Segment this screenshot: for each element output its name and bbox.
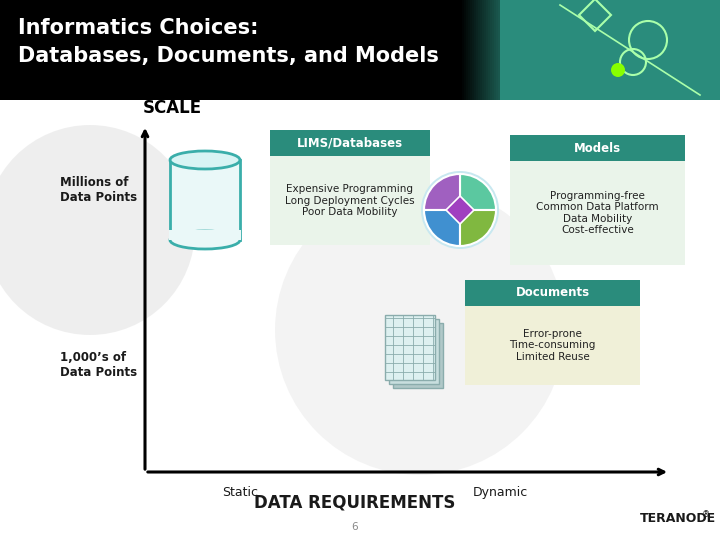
Text: Dynamic: Dynamic bbox=[472, 486, 528, 499]
Text: Databases, Documents, and Models: Databases, Documents, and Models bbox=[18, 46, 439, 66]
Ellipse shape bbox=[170, 151, 240, 169]
Bar bbox=[270, 130, 430, 156]
Text: Models: Models bbox=[574, 141, 621, 154]
Bar bbox=[0, 100, 720, 485]
Text: TERANODE: TERANODE bbox=[640, 511, 716, 524]
Bar bbox=[480, 0, 482, 100]
Circle shape bbox=[275, 185, 565, 475]
Bar bbox=[510, 135, 685, 161]
Bar bbox=[270, 156, 430, 245]
Bar bbox=[472, 0, 474, 100]
Bar bbox=[484, 0, 486, 100]
Bar bbox=[498, 0, 500, 100]
Bar bbox=[504, 0, 506, 100]
Bar bbox=[516, 0, 518, 100]
Bar bbox=[500, 0, 502, 100]
Text: Expensive Programming
Long Deployment Cycles
Poor Data Mobility: Expensive Programming Long Deployment Cy… bbox=[285, 184, 415, 217]
Ellipse shape bbox=[170, 231, 240, 249]
Bar bbox=[465, 306, 640, 385]
Polygon shape bbox=[446, 196, 474, 224]
Bar bbox=[169, 230, 241, 240]
Circle shape bbox=[421, 171, 499, 249]
Text: 6: 6 bbox=[351, 522, 359, 532]
Wedge shape bbox=[424, 174, 460, 210]
Bar bbox=[492, 0, 494, 100]
Bar bbox=[506, 0, 508, 100]
Bar bbox=[486, 0, 488, 100]
Text: LIMS/Databases: LIMS/Databases bbox=[297, 137, 403, 150]
Bar bbox=[0, 485, 720, 540]
Bar bbox=[462, 0, 464, 100]
Bar bbox=[518, 0, 520, 100]
Text: Static: Static bbox=[222, 486, 258, 499]
Wedge shape bbox=[460, 210, 496, 246]
Text: Error-prone
Time-consuming
Limited Reuse: Error-prone Time-consuming Limited Reuse bbox=[509, 329, 595, 362]
Text: Millions of
Data Points: Millions of Data Points bbox=[60, 176, 137, 204]
Bar bbox=[502, 0, 504, 100]
Bar bbox=[466, 0, 468, 100]
Bar bbox=[514, 0, 516, 100]
Text: Informatics Choices:: Informatics Choices: bbox=[18, 18, 258, 38]
Wedge shape bbox=[460, 174, 496, 210]
Text: SCALE: SCALE bbox=[143, 99, 202, 117]
Bar bbox=[488, 0, 490, 100]
Bar bbox=[468, 0, 470, 100]
Text: Programming-free
Common Data Platform
Data Mobility
Cost-effective: Programming-free Common Data Platform Da… bbox=[536, 191, 659, 235]
Bar bbox=[500, 0, 720, 100]
FancyBboxPatch shape bbox=[389, 319, 439, 384]
Bar bbox=[170, 160, 240, 240]
Bar bbox=[474, 0, 476, 100]
Text: ®: ® bbox=[702, 510, 710, 519]
Text: 1,000’s of
Data Points: 1,000’s of Data Points bbox=[60, 351, 137, 379]
Bar bbox=[508, 0, 510, 100]
Circle shape bbox=[0, 125, 195, 335]
Bar bbox=[496, 0, 498, 100]
Text: Documents: Documents bbox=[516, 287, 590, 300]
Bar bbox=[470, 0, 472, 100]
Bar bbox=[510, 0, 512, 100]
FancyBboxPatch shape bbox=[385, 315, 435, 380]
Bar bbox=[478, 0, 480, 100]
Bar bbox=[482, 0, 484, 100]
Bar bbox=[476, 0, 478, 100]
Bar bbox=[512, 0, 514, 100]
Bar bbox=[460, 0, 462, 100]
FancyBboxPatch shape bbox=[393, 323, 443, 388]
Bar bbox=[464, 0, 466, 100]
Bar bbox=[490, 0, 492, 100]
Bar bbox=[510, 161, 685, 265]
Wedge shape bbox=[424, 210, 460, 246]
Bar bbox=[0, 0, 500, 100]
Text: DATA REQUIREMENTS: DATA REQUIREMENTS bbox=[254, 494, 456, 512]
Bar bbox=[494, 0, 496, 100]
Bar bbox=[465, 280, 640, 306]
Circle shape bbox=[611, 63, 625, 77]
